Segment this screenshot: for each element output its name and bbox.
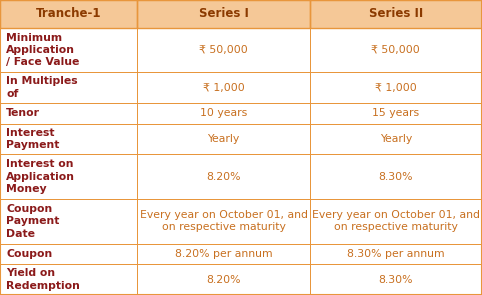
FancyBboxPatch shape [0,199,137,243]
Text: Interest
Payment: Interest Payment [6,128,60,150]
Text: ₹ 50,000: ₹ 50,000 [372,45,420,55]
Text: Series I: Series I [199,7,248,20]
Text: Every year on October 01, and
on respective maturity: Every year on October 01, and on respect… [139,210,308,232]
Text: ₹ 1,000: ₹ 1,000 [375,83,417,93]
FancyBboxPatch shape [137,28,309,72]
FancyBboxPatch shape [309,199,482,243]
FancyBboxPatch shape [0,28,137,72]
Text: Yearly: Yearly [380,134,412,144]
FancyBboxPatch shape [137,199,309,243]
FancyBboxPatch shape [309,28,482,72]
FancyBboxPatch shape [309,72,482,103]
Text: Minimum
Application
/ Face Value: Minimum Application / Face Value [6,33,80,68]
Text: 8.20% per annum: 8.20% per annum [174,249,272,259]
FancyBboxPatch shape [0,103,137,124]
FancyBboxPatch shape [309,103,482,124]
FancyBboxPatch shape [137,72,309,103]
Text: Yield on
Redemption: Yield on Redemption [6,268,80,291]
Text: 15 years: 15 years [372,108,419,118]
Text: Every year on October 01, and
on respective maturity: Every year on October 01, and on respect… [312,210,480,232]
Text: ₹ 1,000: ₹ 1,000 [202,83,244,93]
Text: 8.30%: 8.30% [378,172,413,182]
FancyBboxPatch shape [0,72,137,103]
Text: ₹ 50,000: ₹ 50,000 [199,45,248,55]
Text: 8.20%: 8.20% [206,275,241,285]
FancyBboxPatch shape [309,155,482,199]
FancyBboxPatch shape [137,124,309,155]
Text: Tenor: Tenor [6,108,40,118]
FancyBboxPatch shape [0,0,137,28]
Text: Tranche-1: Tranche-1 [36,7,101,20]
FancyBboxPatch shape [0,124,137,155]
FancyBboxPatch shape [0,264,137,295]
FancyBboxPatch shape [137,103,309,124]
Text: Coupon
Payment
Date: Coupon Payment Date [6,204,60,239]
FancyBboxPatch shape [309,124,482,155]
Text: Yearly: Yearly [207,134,240,144]
FancyBboxPatch shape [309,243,482,264]
Text: 10 years: 10 years [200,108,247,118]
Text: 8.30% per annum: 8.30% per annum [347,249,445,259]
Text: 8.30%: 8.30% [378,275,413,285]
Text: 8.20%: 8.20% [206,172,241,182]
Text: Coupon: Coupon [6,249,53,259]
Text: In Multiples
of: In Multiples of [6,76,78,99]
FancyBboxPatch shape [309,0,482,28]
FancyBboxPatch shape [137,264,309,295]
FancyBboxPatch shape [137,0,309,28]
FancyBboxPatch shape [0,243,137,264]
Text: Interest on
Application
Money: Interest on Application Money [6,159,75,194]
Text: Series II: Series II [369,7,423,20]
FancyBboxPatch shape [137,155,309,199]
FancyBboxPatch shape [0,155,137,199]
FancyBboxPatch shape [137,243,309,264]
FancyBboxPatch shape [309,264,482,295]
